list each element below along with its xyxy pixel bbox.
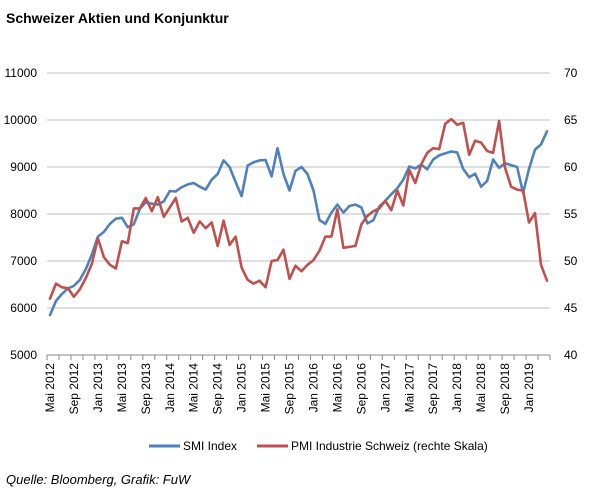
right-tick-label: 55 xyxy=(564,207,578,221)
x-tick-label: Mai 2018 xyxy=(474,363,488,413)
right-tick-label: 65 xyxy=(564,113,578,127)
x-tick-label: Sep 2012 xyxy=(67,363,81,415)
x-tick-label: Sep 2013 xyxy=(139,363,153,415)
legend-label-pmi: PMI Industrie Schweiz (rechte Skala) xyxy=(291,439,488,453)
left-tick-label: 11000 xyxy=(5,66,38,80)
right-axis-labels: 70 65 60 55 50 45 40 xyxy=(564,66,578,362)
series-line-pmi xyxy=(48,117,549,300)
x-tick-label: Mai 2012 xyxy=(43,363,57,413)
x-tick-label: Jan 2018 xyxy=(450,363,464,413)
left-tick-label: 7000 xyxy=(10,254,37,268)
x-tick-label: Jan 2013 xyxy=(91,363,105,413)
x-tick-label: Jan 2017 xyxy=(378,363,392,413)
x-tick-label: Sep 2015 xyxy=(283,363,297,415)
x-tick-label: Mai 2016 xyxy=(330,363,344,413)
left-axis-labels: 11000 10000 9000 8000 7000 6000 5000 xyxy=(4,66,38,362)
right-tick-label: 70 xyxy=(564,66,578,80)
right-tick-label: 40 xyxy=(564,348,578,362)
left-tick-label: 6000 xyxy=(10,301,37,315)
series-line-smi xyxy=(48,130,549,317)
left-tick-label: 9000 xyxy=(10,160,37,174)
left-tick-label: 8000 xyxy=(10,207,37,221)
x-tick-label: Mai 2017 xyxy=(402,363,416,413)
x-tick-label: Sep 2016 xyxy=(354,363,368,415)
x-tick-label: Jan 2019 xyxy=(522,363,536,413)
series-lines xyxy=(48,117,549,317)
x-tick-label: Jan 2015 xyxy=(235,363,249,413)
legend-label-smi: SMI Index xyxy=(183,439,237,453)
left-tick-label: 5000 xyxy=(10,348,37,362)
x-tick-label: Mai 2014 xyxy=(187,363,201,413)
legend: SMI Index PMI Industrie Schweiz (rechte … xyxy=(149,439,488,453)
chart-source: Quelle: Bloomberg, Grafik: FuW xyxy=(6,472,191,487)
gridlines xyxy=(47,72,550,309)
chart-title: Schweizer Aktien und Konjunktur xyxy=(6,10,229,26)
right-tick-label: 45 xyxy=(564,301,578,315)
x-tick-label: Mai 2015 xyxy=(259,363,273,413)
x-tick-label: Sep 2018 xyxy=(498,363,512,415)
x-tick-label: Jan 2014 xyxy=(163,363,177,413)
x-axis: Mai 2012 Sep 2012 Jan 2013 Mai 2013 Sep 2013… xyxy=(43,354,551,415)
right-tick-label: 60 xyxy=(564,160,578,174)
right-tick-label: 50 xyxy=(564,254,578,268)
left-tick-label: 10000 xyxy=(4,113,38,127)
x-tick-label: Mai 2013 xyxy=(115,363,129,413)
x-tick-label: Sep 2017 xyxy=(426,363,440,415)
x-tick-label: Sep 2014 xyxy=(211,363,225,415)
x-tick-label: Jan 2016 xyxy=(306,363,320,413)
